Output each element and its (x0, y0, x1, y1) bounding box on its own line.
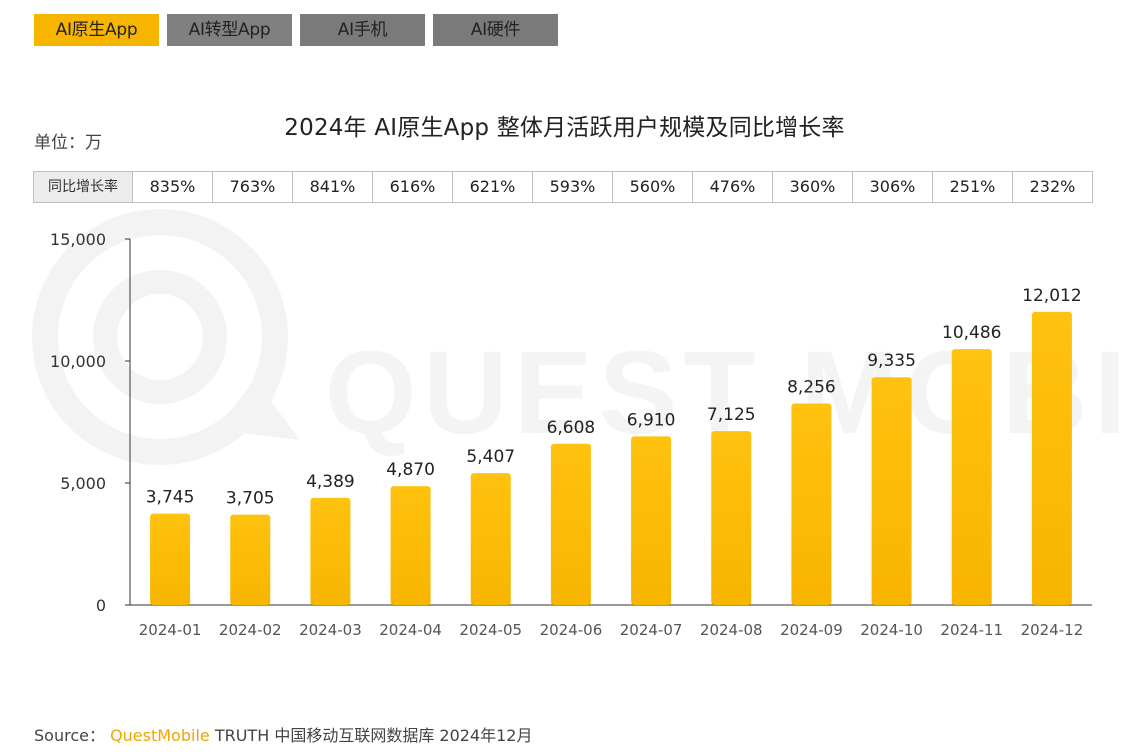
bar-value-label: 7,125 (707, 405, 756, 425)
source-prefix: Source： (34, 726, 105, 745)
bar (230, 515, 270, 605)
bar-value-label: 10,486 (942, 323, 1001, 343)
y-tick-label: 15,000 (50, 230, 106, 249)
x-tick-label: 2024-02 (219, 621, 282, 639)
bar (551, 444, 591, 605)
bar-value-label: 8,256 (787, 378, 836, 398)
source-note: Source： QuestMobile TRUTH 中国移动互联网数据库 202… (34, 722, 533, 746)
bar (952, 349, 992, 605)
x-tick-label: 2024-12 (1021, 621, 1084, 639)
x-tick-label: 2024-04 (379, 621, 442, 639)
bar-value-label: 3,705 (226, 489, 275, 509)
bar-value-label: 6,608 (547, 418, 596, 438)
bar (791, 404, 831, 605)
bar-value-label: 5,407 (466, 447, 515, 467)
y-tick-label: 10,000 (50, 352, 106, 371)
bar (872, 377, 912, 605)
x-tick-label: 2024-03 (299, 621, 362, 639)
bar-value-label: 3,745 (146, 488, 195, 508)
bar-value-label: 6,910 (627, 410, 676, 430)
bar (711, 431, 751, 605)
bar (391, 486, 431, 605)
x-tick-label: 2024-01 (139, 621, 202, 639)
source-description: TRUTH 中国移动互联网数据库 2024年12月 (215, 726, 533, 745)
x-tick-label: 2024-11 (940, 621, 1003, 639)
y-tick-label: 0 (96, 596, 106, 615)
bar (150, 514, 190, 605)
x-tick-label: 2024-08 (700, 621, 763, 639)
source-brand: QuestMobile (110, 726, 210, 745)
x-tick-label: 2024-10 (860, 621, 923, 639)
bar (1032, 312, 1072, 605)
x-tick-label: 2024-05 (459, 621, 522, 639)
bar (631, 436, 671, 605)
x-tick-label: 2024-06 (540, 621, 603, 639)
bar-value-label: 12,012 (1022, 286, 1081, 306)
x-tick-label: 2024-09 (780, 621, 843, 639)
x-tick-label: 2024-07 (620, 621, 683, 639)
bar-value-label: 4,870 (386, 460, 435, 480)
y-tick-label: 5,000 (60, 474, 106, 493)
bar (471, 473, 511, 605)
bar-value-label: 4,389 (306, 472, 355, 492)
bar-value-label: 9,335 (867, 351, 916, 371)
bar (310, 498, 350, 605)
